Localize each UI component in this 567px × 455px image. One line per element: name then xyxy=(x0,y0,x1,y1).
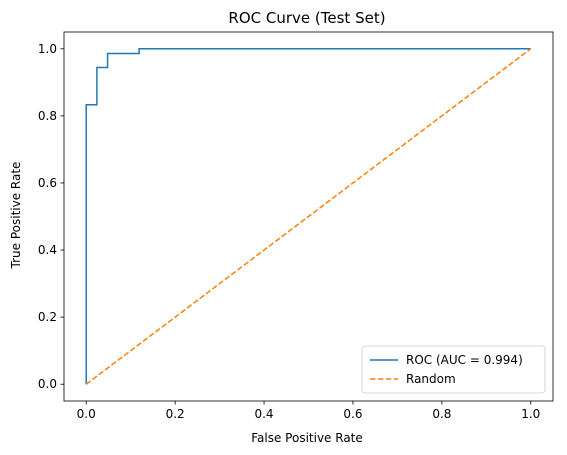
y-tick-label: 0.0 xyxy=(38,377,57,391)
chart-title: ROC Curve (Test Set) xyxy=(228,9,385,27)
legend-label-1: Random xyxy=(406,372,456,386)
legend: ROC (AUC = 0.994) Random xyxy=(361,345,546,394)
y-tick-label: 0.8 xyxy=(38,109,57,123)
x-tick-label: 0.2 xyxy=(166,407,185,421)
legend-label-0: ROC (AUC = 0.994) xyxy=(406,353,523,367)
y-tick-label: 0.6 xyxy=(38,176,57,190)
axes-layer: 0.0 0.2 0.4 0.6 0.8 1.0 0.0 0.2 0.4 0.6 0.8 1.0 xyxy=(38,31,554,421)
x-tick-label: 0.4 xyxy=(254,407,273,421)
y-tick-label: 1.0 xyxy=(38,42,57,56)
series-line-0 xyxy=(85,48,531,385)
y-tick-label: 0.2 xyxy=(38,310,57,324)
y-tick-label: 0.4 xyxy=(38,243,57,257)
series-line-1 xyxy=(85,48,532,385)
y-axis-label: True Positive Rate xyxy=(9,162,23,270)
x-axis-label: False Positive Rate xyxy=(251,431,363,445)
axes-frame xyxy=(63,31,554,402)
plot-layer xyxy=(85,48,532,385)
x-tick-label: 1.0 xyxy=(521,407,540,421)
x-tick-label: 0.6 xyxy=(343,407,362,421)
x-tick-label: 0.8 xyxy=(432,407,451,421)
x-tick-label: 0.0 xyxy=(77,407,96,421)
legend-box xyxy=(361,345,546,394)
